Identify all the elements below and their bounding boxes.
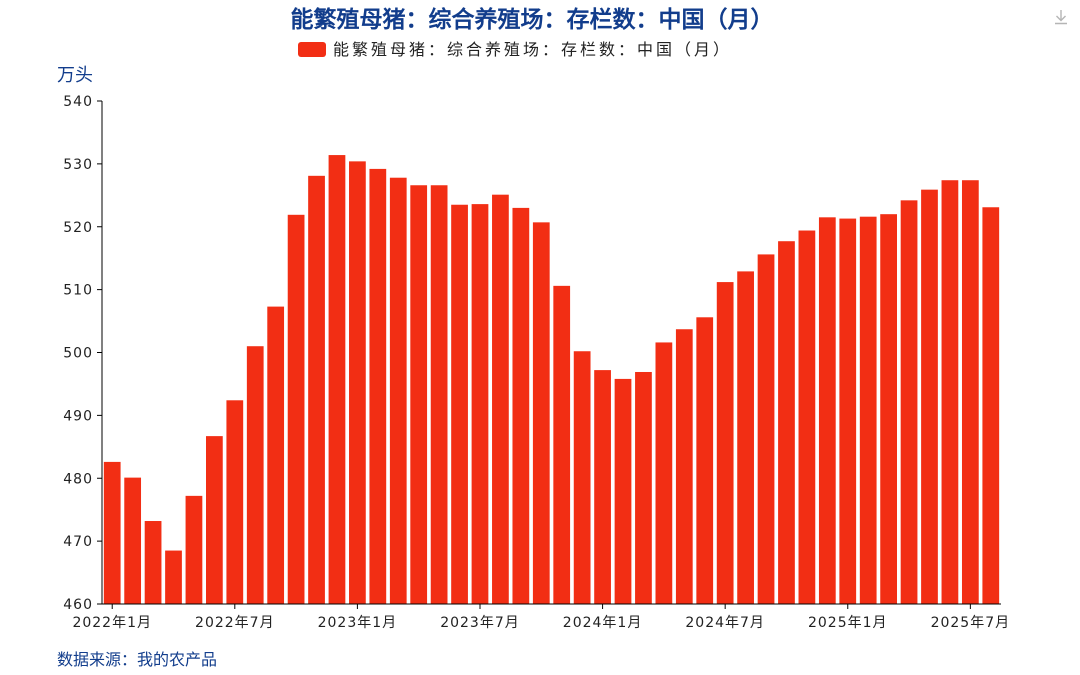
- y-tick-label: 470: [63, 534, 93, 550]
- bar[interactable]: [961, 180, 979, 604]
- bar[interactable]: [594, 370, 611, 604]
- x-tick-label: 2025年7月: [931, 615, 1011, 631]
- bar[interactable]: [778, 241, 795, 604]
- bar[interactable]: [614, 378, 632, 604]
- y-tick-label: 510: [63, 283, 93, 299]
- bar[interactable]: [512, 207, 530, 604]
- bar[interactable]: [430, 185, 448, 604]
- bar[interactable]: [757, 254, 775, 604]
- bar[interactable]: [696, 317, 714, 604]
- bar[interactable]: [553, 285, 571, 604]
- bar[interactable]: [798, 230, 816, 604]
- bar[interactable]: [859, 216, 877, 604]
- bar[interactable]: [410, 185, 428, 604]
- x-tick-label: 2023年7月: [440, 615, 520, 631]
- y-axis-label: 万头: [57, 65, 93, 86]
- bar[interactable]: [880, 214, 897, 604]
- y-tick-label: 530: [63, 157, 93, 173]
- source-note: 数据来源：我的农产品: [57, 650, 217, 669]
- bar[interactable]: [246, 346, 264, 604]
- bar[interactable]: [573, 351, 591, 604]
- bar[interactable]: [716, 282, 734, 604]
- bar[interactable]: [900, 200, 918, 604]
- bar[interactable]: [839, 218, 857, 604]
- bar[interactable]: [287, 214, 305, 605]
- legend[interactable]: 能繁殖母猪：综合养殖场：存栏数：中国（月）: [298, 40, 732, 59]
- y-tick-label: 490: [63, 408, 93, 424]
- bar[interactable]: [308, 175, 325, 604]
- x-tick-label: 2024年1月: [563, 615, 643, 631]
- bar[interactable]: [451, 204, 468, 605]
- bar[interactable]: [635, 371, 652, 604]
- bar[interactable]: [655, 342, 673, 604]
- x-axis: 2022年1月 2022年7月 2023年1月 2023年7月 2024年1月 2024年…: [72, 603, 1011, 631]
- x-tick-label: 2024年7月: [685, 615, 765, 631]
- y-axis: 460 470 480 490 500 510 520 530 540: [63, 94, 103, 613]
- bar[interactable]: [226, 400, 244, 604]
- bar[interactable]: [492, 194, 509, 604]
- chart-title: 能繁殖母猪：综合养殖场：存栏数：中国（月）: [291, 6, 774, 33]
- bar[interactable]: [982, 207, 1000, 604]
- bars: [103, 155, 1000, 605]
- bar[interactable]: [124, 477, 142, 604]
- bar[interactable]: [369, 168, 387, 604]
- bar[interactable]: [165, 550, 182, 604]
- x-tick-label: 2023年1月: [318, 615, 398, 631]
- bar[interactable]: [389, 177, 407, 604]
- y-tick-label: 520: [63, 220, 93, 236]
- bar[interactable]: [267, 306, 285, 604]
- x-tick-label: 2022年7月: [195, 615, 275, 631]
- bar[interactable]: [941, 180, 959, 604]
- x-tick-label: 2022年1月: [72, 615, 152, 631]
- bar[interactable]: [328, 155, 346, 604]
- bar[interactable]: [144, 521, 162, 604]
- y-tick-label: 540: [63, 94, 93, 110]
- x-tick-label: 2025年1月: [808, 615, 888, 631]
- legend-label: 能繁殖母猪：综合养殖场：存栏数：中国（月）: [333, 40, 732, 59]
- y-tick-label: 460: [63, 597, 93, 613]
- bar[interactable]: [675, 329, 693, 604]
- bar[interactable]: [737, 271, 754, 604]
- bar[interactable]: [349, 161, 366, 605]
- y-tick-label: 500: [63, 346, 93, 362]
- bar[interactable]: [206, 436, 223, 604]
- bar[interactable]: [471, 204, 489, 605]
- bar[interactable]: [185, 495, 203, 604]
- bar[interactable]: [103, 461, 121, 604]
- download-icon[interactable]: [1052, 8, 1070, 26]
- bar[interactable]: [921, 189, 938, 604]
- bar[interactable]: [532, 222, 550, 604]
- y-tick-label: 480: [63, 471, 93, 487]
- legend-swatch: [298, 42, 326, 57]
- bar[interactable]: [818, 217, 836, 604]
